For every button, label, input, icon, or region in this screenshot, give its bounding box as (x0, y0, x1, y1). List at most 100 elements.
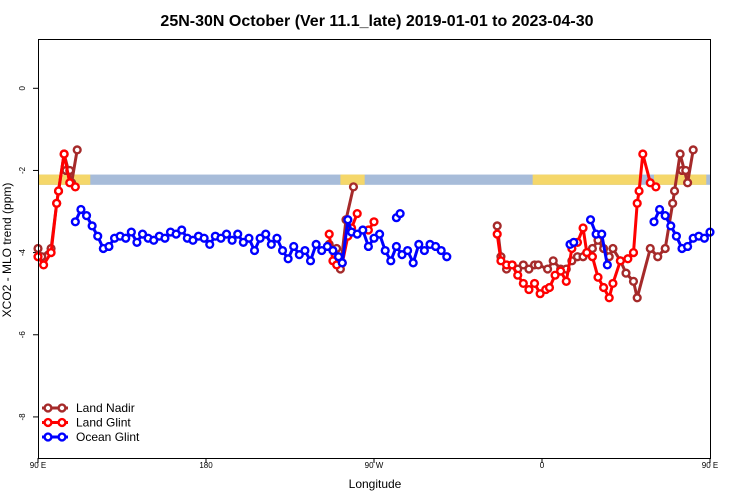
data-point (688, 145, 698, 155)
data-point (492, 221, 502, 231)
x-tick-label: 0 (540, 461, 545, 470)
data-point (391, 241, 402, 252)
land-band-segment (532, 174, 641, 185)
legend-item: Land Glint (42, 416, 131, 430)
data-point (132, 237, 142, 247)
data-point (205, 239, 215, 249)
data-point (386, 256, 396, 266)
legend-marker (43, 432, 53, 442)
data-point (561, 276, 571, 286)
data-point (403, 245, 413, 256)
legend-marker (43, 403, 53, 413)
data-point (578, 223, 588, 233)
data-point (277, 245, 288, 256)
data-point (53, 186, 64, 196)
land-band-segment (38, 174, 91, 185)
legend-label: Land Glint (76, 416, 131, 430)
data-point (249, 245, 260, 256)
series-ocean-glint (70, 204, 715, 270)
data-point (52, 198, 62, 208)
data-point (369, 217, 379, 227)
x-tick-label: 90 E (30, 461, 46, 470)
data-point (70, 217, 80, 227)
data-point (266, 239, 276, 249)
land-ocean-band (38, 174, 710, 185)
data-point (544, 282, 555, 293)
data-point (408, 258, 418, 268)
y-axis-label: XCO2 - MLO trend (ppm) (0, 183, 14, 318)
data-point (615, 256, 626, 266)
data-point (233, 229, 243, 239)
data-point (324, 229, 334, 239)
data-point (651, 182, 661, 192)
data-point (660, 211, 670, 221)
data-point (681, 165, 691, 176)
data-point (507, 260, 517, 270)
data-point (283, 254, 293, 264)
data-point (328, 245, 338, 256)
data-point (305, 256, 316, 266)
data-point (380, 245, 390, 256)
data-point (598, 282, 609, 293)
y-tick-label: -2 (18, 166, 27, 174)
data-point (649, 217, 659, 227)
series-layer (33, 145, 715, 303)
data-point (529, 278, 540, 289)
data-point (419, 245, 430, 256)
data-point (675, 149, 685, 159)
x-axis-label: Longitude (349, 477, 402, 491)
land-band-segment (340, 174, 365, 185)
data-point (221, 229, 232, 239)
data-point (59, 149, 69, 159)
data-point (46, 248, 56, 258)
data-point (542, 264, 553, 274)
x-tick-label: 180 (199, 461, 213, 470)
x-tick-label: 90 W (365, 461, 384, 470)
data-point (602, 260, 612, 270)
data-point (70, 182, 80, 192)
data-point (358, 225, 368, 235)
data-point (682, 241, 693, 252)
data-point (608, 243, 618, 254)
data-point (632, 198, 642, 208)
data-point (436, 245, 446, 256)
data-point (524, 284, 534, 295)
data-point (121, 233, 131, 243)
data-point (660, 243, 670, 254)
data-point (72, 145, 82, 155)
y-tick-label: 0 (18, 86, 27, 91)
legend-item: Ocean Glint (42, 430, 140, 444)
data-point (585, 215, 596, 225)
data-point (261, 229, 271, 239)
data-point (352, 208, 362, 219)
data-point (638, 149, 648, 159)
data-point (671, 231, 682, 241)
data-point (628, 276, 639, 286)
data-point (518, 278, 528, 289)
data-point (492, 229, 502, 239)
data-point (593, 272, 603, 282)
data-point (442, 252, 452, 262)
data-point (160, 233, 170, 243)
data-point (81, 211, 92, 221)
data-point (654, 204, 665, 215)
data-point (76, 204, 86, 215)
data-point (699, 233, 710, 243)
chart-title: 25N-30N October (Ver 11.1_late) 2019-01-… (160, 13, 593, 30)
data-point (289, 241, 299, 252)
data-point (300, 245, 310, 256)
data-point (587, 252, 598, 262)
legend-item: Land Nadir (42, 401, 135, 415)
y-tick-label: -4 (18, 249, 27, 257)
data-point (653, 252, 663, 262)
data-point (337, 258, 347, 268)
data-point (311, 239, 321, 249)
data-point (199, 233, 209, 243)
data-point (177, 225, 187, 235)
data-point (348, 182, 359, 192)
data-point (414, 239, 424, 249)
data-point (608, 278, 618, 289)
data-point (632, 293, 642, 303)
